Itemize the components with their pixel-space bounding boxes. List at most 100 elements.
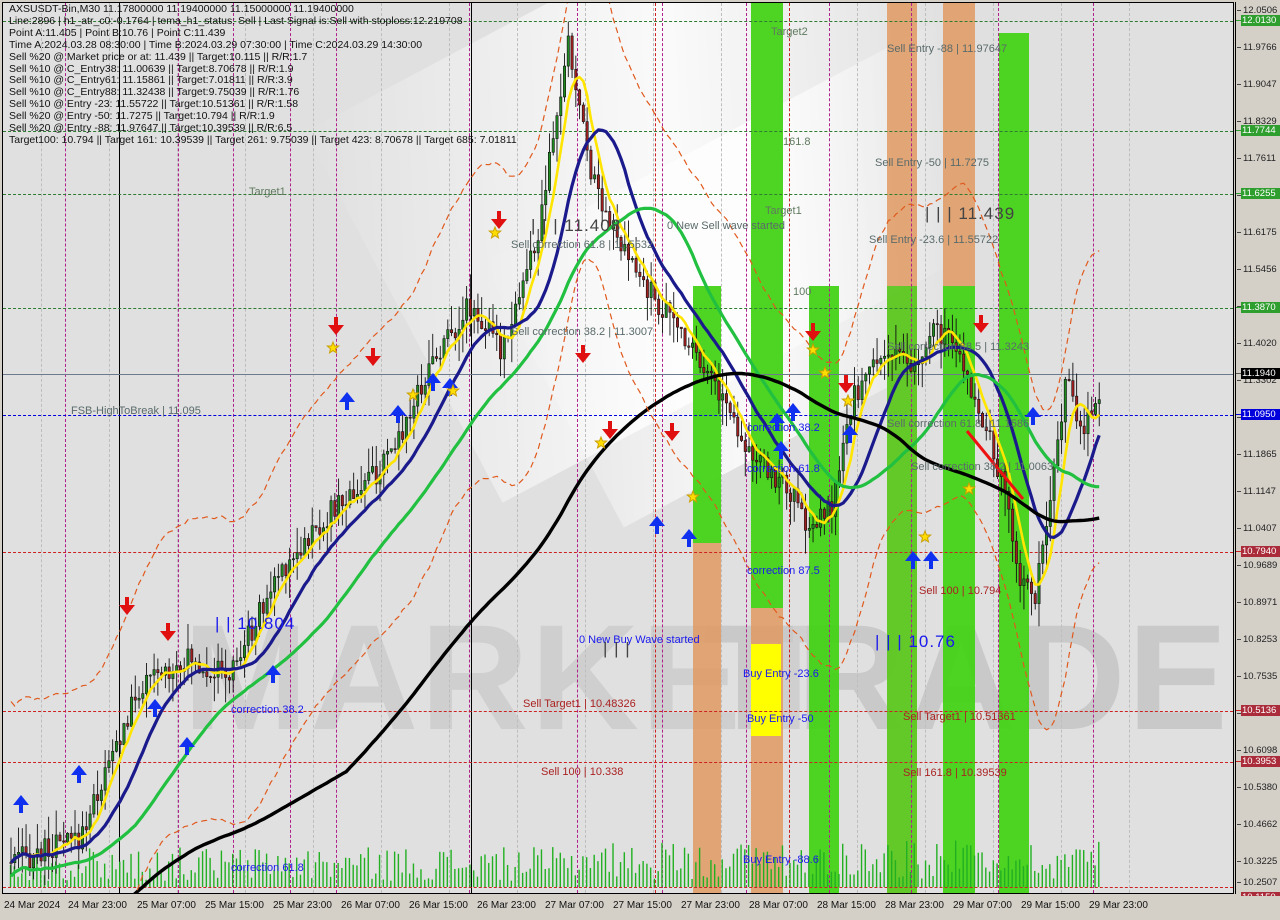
price-badge-dash-1	[1236, 130, 1241, 131]
signal-star-icon	[594, 435, 608, 450]
buy-arrow-icon	[390, 405, 406, 423]
price-badge-dash-5	[1236, 414, 1241, 415]
session-sep-12	[857, 3, 858, 893]
buy-arrow-icon	[923, 551, 939, 569]
time-tick-0: 24 Mar 2024	[4, 900, 61, 911]
sell-correction-61-8b: Sell correction 61.8 | 11.1586	[887, 418, 1030, 430]
sell-arrow-icon	[491, 211, 507, 229]
level-11-3870	[3, 308, 1233, 309]
highlight-band-4	[809, 286, 839, 893]
info-line-5: Sell %10 @ C_Entry38: 11.00639 || Target…	[9, 62, 294, 75]
level-10-7940	[3, 552, 1233, 553]
time-axis[interactable]: 24 Mar 2024 24 Mar 23:00 25 Mar 07:00 25 Ma…	[0, 896, 1280, 920]
buy-arrow-icon	[13, 795, 29, 813]
price-badge-3[interactable]: 11.3870	[1241, 302, 1280, 313]
signal-star-icon	[326, 340, 340, 355]
session-sep-3	[245, 3, 246, 893]
magenta-sep-5	[469, 3, 470, 893]
price-badge-dash-3	[1236, 307, 1241, 308]
time-tick-10: 27 Mar 23:00	[681, 900, 740, 911]
session-sep-16	[1129, 3, 1130, 893]
fsb-high-to-break: FSB-HighToBreak | 11.095	[71, 405, 201, 417]
buy-arrow-icon	[842, 425, 858, 443]
level-11-6255	[3, 194, 1233, 195]
price-10-804: | | 10.804	[215, 614, 296, 633]
indicator-info-panel: AXSUSDT-Bin,M30 11.17800000 11.19400000 …	[9, 3, 517, 147]
correction-87-5: correction 87.5	[747, 565, 820, 577]
magenta-sep-7	[662, 3, 663, 893]
highlight-band-2	[751, 3, 783, 608]
signal-star-icon	[841, 393, 855, 408]
time-tick-7: 26 Mar 23:00	[477, 900, 536, 911]
price-chart-panel[interactable]: MARKET TRADE Target1Target2161.8Target11…	[2, 2, 1234, 894]
buy-arrow-icon	[425, 373, 441, 391]
target2: Target2	[771, 26, 808, 38]
price-axis[interactable]: 12.050611.976611.904711.832911.761111.68…	[1235, 2, 1280, 909]
sell-100-left: Sell 100 | 10.338	[541, 766, 624, 778]
level-10-1150	[3, 887, 1233, 888]
sell-target1-left: Sell Target1 | 10.48326	[523, 698, 636, 710]
level-12-0130	[3, 21, 1233, 22]
price-badge-dash-7	[1236, 710, 1241, 711]
buy-arrow-icon	[769, 413, 785, 431]
signal-star-icon	[406, 387, 420, 402]
price-badge-7[interactable]: 10.5136	[1241, 705, 1280, 716]
time-tick-14: 29 Mar 07:00	[953, 900, 1012, 911]
sell-161-8: Sell 161.8 | 10.39539	[903, 767, 1007, 779]
session-sep-6	[449, 3, 450, 893]
session-sep-0	[41, 3, 42, 893]
session-sep-9	[653, 3, 654, 893]
red-sep-1	[789, 3, 790, 893]
info-line-2: Point A:11.405 | Point B:10.76 | Point C…	[9, 26, 226, 39]
time-tick-11: 28 Mar 07:00	[749, 900, 808, 911]
buy-arrow-icon	[339, 392, 355, 410]
info-line-4: Sell %20 @ Market price or at: 11.439 ||…	[9, 50, 308, 63]
price-badge-8[interactable]: 10.3953	[1241, 756, 1280, 767]
correction-38-2-left: correction 38.2	[231, 704, 304, 716]
magenta-sep-3	[290, 3, 291, 893]
buy-arrow-icon	[265, 665, 281, 683]
signal-star-icon	[962, 481, 976, 496]
magenta-sep-6	[577, 3, 578, 893]
price-series-overlay	[9, 3, 1101, 893]
time-tick-8: 27 Mar 07:00	[545, 900, 604, 911]
price-badge-dash-8	[1236, 761, 1241, 762]
target1-left: Target1	[249, 186, 286, 198]
sell-correction-61-8: Sell correction 61.8 | 11.5532	[511, 239, 654, 251]
sell-arrow-icon	[119, 597, 135, 615]
price-10-76: | | | 10.76	[875, 632, 956, 651]
price-badge-4[interactable]: 11.1940	[1241, 368, 1280, 379]
info-line-3: Time A:2024.03.28 08:30:00 | Time B:2024…	[9, 38, 423, 51]
red-sep-0	[655, 3, 656, 893]
signal-markers	[13, 211, 1041, 813]
buy-arrow-icon	[905, 551, 921, 569]
price-badge-5[interactable]: 11.0950	[1241, 409, 1280, 420]
correction-61-8-mid: correction 61.8	[747, 463, 820, 475]
price-badge-1[interactable]: 11.7744	[1241, 125, 1280, 136]
level-11-7744	[3, 131, 1233, 132]
highlight-band-7	[943, 3, 975, 286]
price-badge-0[interactable]: 12.0130	[1241, 15, 1280, 26]
new-sell-wave: 0 New Sell wave started	[667, 220, 785, 232]
signal-star-icon	[488, 225, 502, 240]
correction-38-2-mid: correction 38.2	[747, 422, 820, 434]
price-badge-6[interactable]: 10.7940	[1241, 546, 1280, 557]
time-tick-1: 24 Mar 23:00	[68, 900, 127, 911]
level-10-5136	[3, 711, 1233, 712]
black-sep-1	[471, 3, 472, 893]
price-11-439: | | | 11.439	[925, 204, 1016, 223]
highlight-band-10	[751, 644, 781, 736]
price-badge-2[interactable]: 11.6255	[1241, 188, 1280, 199]
sell-arrow-icon	[838, 375, 854, 393]
sell-arrow-icon	[664, 423, 680, 441]
level-100: 100	[793, 286, 812, 298]
volume-bars	[9, 840, 1100, 887]
sell-correction-38-2b: Sell correction 38.2 | 11.0063	[911, 461, 1054, 473]
candlesticks	[9, 21, 1101, 886]
black-sep-0	[119, 3, 120, 893]
buy-entry-88-6: Buy Entry -88.6	[743, 854, 819, 866]
sell-entry-23-6: Sell Entry -23.6 | 11.55722	[869, 234, 999, 246]
magenta-sep-2	[233, 3, 234, 893]
buy-arrow-icon	[1025, 407, 1041, 425]
sell-correction-38-2: Sell correction 38.2 | 11.3007	[511, 326, 654, 338]
